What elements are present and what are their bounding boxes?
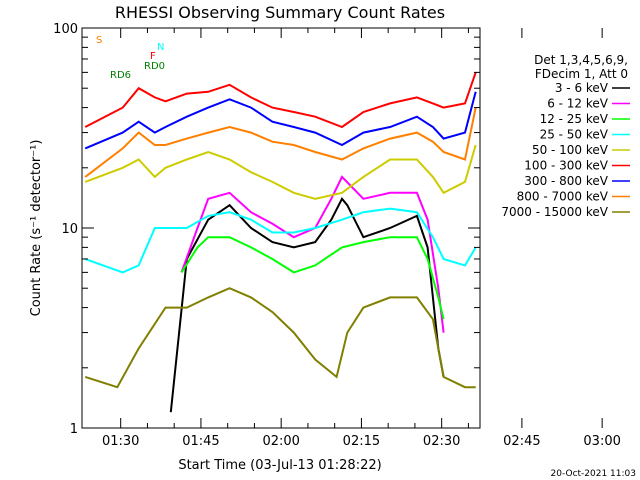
series-line-7000-15000-kev bbox=[84, 287, 476, 389]
x-tick-label-4: 02:30 bbox=[423, 434, 460, 449]
x-tick-label-6: 03:00 bbox=[583, 434, 620, 449]
series-line-300-800-kev bbox=[84, 91, 477, 150]
flag-label-f: F bbox=[150, 51, 156, 62]
legend-header-line-1: Det 1,3,4,5,6,9, bbox=[534, 53, 628, 67]
legend-label-6-12-kev: 6 - 12 keV bbox=[547, 97, 609, 111]
y-tick-label-0: 1 bbox=[70, 422, 78, 437]
legend-label-100-300-kev: 100 - 300 keV bbox=[524, 159, 608, 173]
legend-label-3-6-kev: 3 - 6 keV bbox=[555, 81, 609, 95]
legend-label-50-100-kev: 50 - 100 keV bbox=[532, 143, 609, 157]
series-line-25-50-kev bbox=[84, 207, 477, 274]
flag-label-s: S bbox=[96, 35, 102, 46]
chart-title: RHESSI Observing Summary Count Rates bbox=[115, 3, 445, 22]
legend-label-25-50-kev: 25 - 50 keV bbox=[540, 128, 609, 142]
series-line-100-300-kev bbox=[84, 72, 477, 129]
y-axis-label: Count Rate (s⁻¹ detector⁻¹) bbox=[29, 140, 44, 317]
x-tick-label-1: 01:45 bbox=[182, 434, 219, 449]
y-tick-label-2: 100 bbox=[53, 22, 78, 37]
series-line-3-6-kev bbox=[169, 196, 445, 413]
x-tick-label-3: 02:15 bbox=[343, 434, 380, 449]
series-line-50-100-kev bbox=[84, 144, 477, 200]
flag-label-n: N bbox=[157, 42, 164, 53]
y-tick-label-1: 10 bbox=[61, 222, 78, 237]
generated-timestamp: 20-Oct-2021 11:03 bbox=[551, 469, 636, 479]
legend-header-line-2: FDecim 1, Att 0 bbox=[535, 67, 628, 81]
flag-label-rd0: RD0 bbox=[144, 61, 165, 72]
x-axis-label: Start Time (03-Jul-13 01:28:22) bbox=[178, 458, 381, 473]
flag-label-rd6: RD6 bbox=[110, 70, 131, 81]
x-tick-label-2: 02:00 bbox=[262, 434, 299, 449]
series-line-12-25-kev bbox=[180, 236, 445, 320]
x-tick-label-5: 02:45 bbox=[503, 434, 540, 449]
legend-label-300-800-kev: 300 - 800 keV bbox=[524, 174, 608, 188]
legend-label-12-25-kev: 12 - 25 keV bbox=[540, 112, 609, 126]
series-line-800-7000-kev bbox=[84, 107, 477, 178]
series-line-6-12-kev bbox=[180, 175, 445, 333]
legend-label-800-7000-kev: 800 - 7000 keV bbox=[517, 190, 609, 204]
x-tick-label-0: 01:30 bbox=[102, 434, 139, 449]
legend-label-7000-15000-kev: 7000 - 15000 keV bbox=[501, 205, 608, 219]
